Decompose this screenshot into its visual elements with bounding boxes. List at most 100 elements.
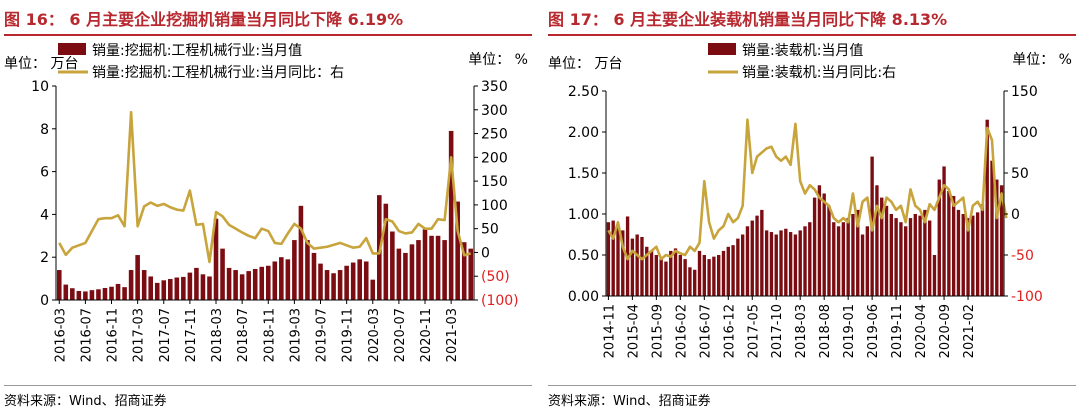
right-axis-tick-label: 250: [481, 127, 508, 143]
bar-mark: [846, 218, 850, 296]
x-axis-tick-label: 2018-03: [210, 308, 225, 362]
bar-mark: [187, 272, 193, 300]
bar-mark: [971, 215, 975, 296]
bar-mark: [932, 255, 937, 296]
bar-mark: [788, 232, 793, 296]
right-axis-tick-label: 50: [1011, 166, 1029, 182]
bar-mark: [640, 236, 644, 296]
legend-entry: 销量:挖掘机:工程机械行业:当月同比：右: [92, 65, 344, 81]
bar-mark: [435, 235, 441, 300]
bar-mark: [654, 255, 659, 296]
left-axis-tick-label: 1.00: [568, 207, 599, 223]
bar-mark: [76, 291, 82, 300]
left-axis-tick-label: 10: [31, 79, 49, 95]
bar-mark: [168, 279, 173, 300]
bar-mark: [233, 270, 238, 300]
bar-mark: [370, 279, 376, 300]
bar-mark: [750, 220, 754, 296]
title-rule: [548, 34, 1076, 36]
x-axis-tick-label: 2018-07: [236, 308, 251, 362]
bar-mark: [683, 259, 687, 296]
x-axis-tick-label: 2021-03: [445, 308, 460, 362]
excavator-chart: 单位： 万台 单位： % 销量:挖掘机:工程机械行业:当月值销量:挖掘机:工程机械行…: [4, 43, 528, 362]
bar-mark: [721, 250, 726, 296]
x-axis-tick-label: 2020-04: [914, 304, 929, 358]
right-axis-tick-label: (100): [481, 293, 519, 309]
bar-mark: [884, 205, 889, 296]
bar-mark: [904, 226, 908, 296]
bar-mark: [396, 248, 402, 300]
x-axis-tick-label: 2019-11: [341, 308, 356, 362]
bar-mark: [726, 246, 730, 296]
bar-mark: [889, 214, 893, 296]
bar-mark: [760, 209, 764, 296]
bar-mark: [678, 255, 683, 296]
right-axis-unit: 单位： %: [1012, 52, 1072, 68]
right-axis-tick-label: 150: [481, 174, 508, 190]
right-axis-tick-label: 300: [481, 103, 508, 119]
left-axis-tick-label: 6: [40, 165, 49, 181]
source-rule: [4, 385, 532, 386]
left-axis-tick-label: 4: [40, 207, 49, 223]
bar-mark: [860, 234, 865, 296]
bar-mark: [70, 288, 75, 300]
bar-mark: [836, 226, 841, 296]
right-axis-tick-label: 50: [481, 222, 499, 238]
bar-mark: [363, 261, 369, 300]
bar-mark: [448, 130, 454, 300]
bar-mark: [174, 277, 180, 300]
bar-mark: [827, 205, 831, 296]
bar-mark: [764, 230, 769, 296]
bar-mark: [148, 276, 153, 300]
x-axis-tick-label: 2018-11: [262, 308, 277, 362]
bar-mark: [305, 240, 310, 300]
right-axis-tick-label: 150: [1011, 84, 1038, 100]
bar-mark: [429, 235, 434, 300]
bar-mark: [731, 245, 735, 296]
title-rule: [4, 34, 532, 36]
right-axis-tick-label: -50: [1011, 248, 1034, 264]
bar-mark: [769, 232, 774, 296]
bar-mark: [122, 287, 127, 300]
bar-mark: [207, 276, 212, 300]
bar-mark: [606, 222, 611, 296]
bar-mark: [990, 160, 994, 296]
bar-mark: [246, 271, 251, 300]
x-axis-tick-label: 2016-02: [674, 304, 689, 358]
bar-mark: [403, 252, 408, 300]
bar-mark: [669, 250, 673, 296]
chart-source: 资料来源：Wind、招商证券: [548, 394, 711, 409]
bar-mark: [659, 259, 663, 296]
bar-mark: [154, 282, 160, 300]
bar-mark: [383, 203, 389, 300]
bar-mark: [745, 226, 750, 296]
x-axis-tick-label: 2020-11: [419, 308, 434, 362]
left-axis-tick-label: 2.00: [568, 125, 599, 141]
right-axis-tick-label: 0: [1011, 207, 1020, 223]
bar-mark: [712, 256, 716, 296]
left-axis-tick-label: 1.50: [568, 166, 599, 182]
x-axis-tick-label: 2020-07: [393, 308, 408, 362]
bar-mark: [875, 185, 879, 296]
bar-mark: [161, 280, 167, 300]
bar-mark: [784, 228, 788, 296]
bar-mark: [621, 230, 625, 296]
bar-mark: [798, 230, 802, 296]
x-axis-tick-label: 2016-07: [79, 308, 94, 362]
chart-source: 资料来源：Wind、招商证券: [4, 394, 167, 409]
bar-mark: [851, 214, 855, 296]
x-axis-tick-label: 2019-01: [842, 304, 857, 358]
bar-mark: [350, 262, 356, 300]
bar-mark: [918, 215, 922, 296]
bar-mark: [856, 209, 860, 296]
bar-mark: [318, 263, 323, 300]
bar-mark: [455, 201, 460, 300]
bar-mark: [409, 244, 415, 300]
x-axis-tick-label: 2016-11: [106, 308, 121, 362]
right-axis-tick-label: 100: [1011, 125, 1038, 141]
bar-mark: [832, 222, 836, 296]
bar-mark: [956, 209, 961, 296]
right-axis-tick-label: 350: [481, 79, 508, 95]
bar-mark: [822, 193, 826, 296]
bar-mark: [96, 289, 101, 300]
